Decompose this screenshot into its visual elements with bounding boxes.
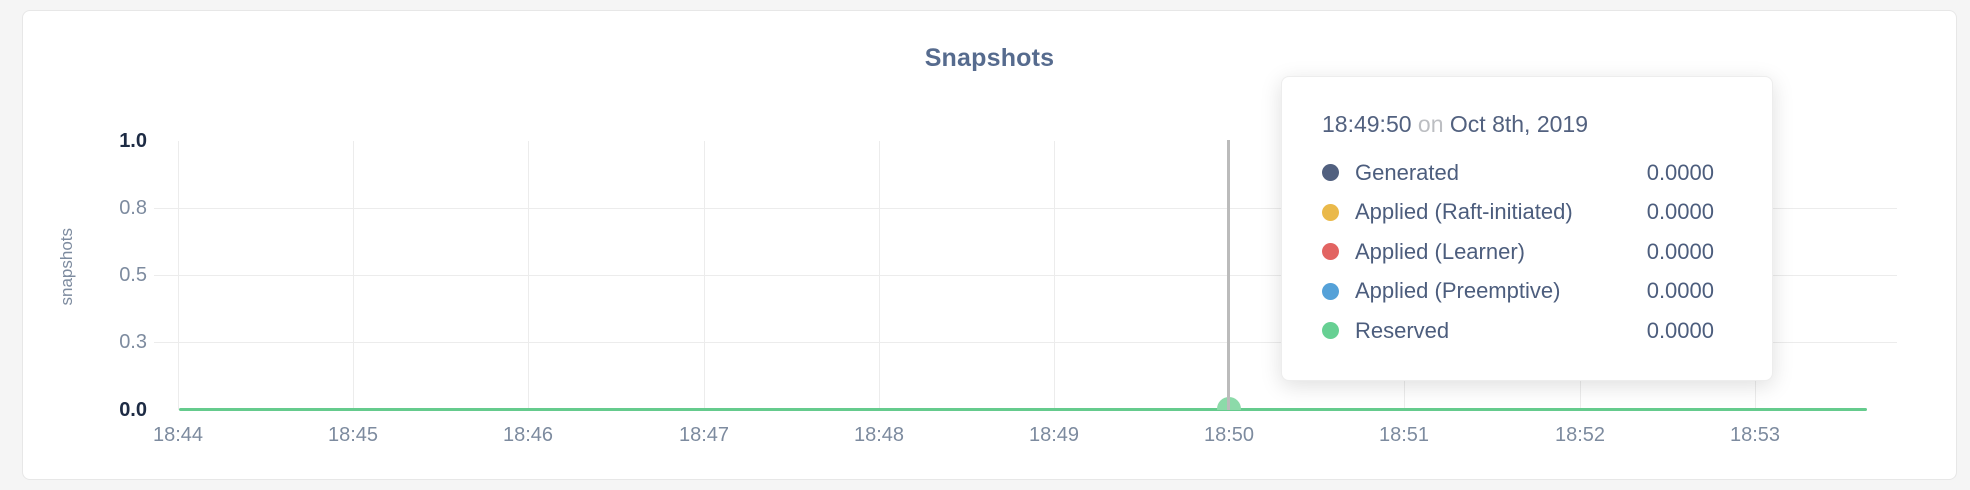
x-tick-label: 18:47 [678, 424, 730, 446]
series-color-dot [1322, 243, 1339, 261]
tooltip-row-applied-learner: Applied (Learner) 0.0000 [1322, 232, 1714, 272]
horizontal-gridline [154, 342, 1897, 343]
series-value: 0.0000 [1646, 278, 1714, 304]
horizontal-gridline [154, 275, 1897, 276]
series-value: 0.0000 [1646, 238, 1714, 264]
series-line-reserved [179, 408, 1867, 411]
x-tick-label: 18:44 [152, 424, 204, 446]
series-label: Applied (Learner) [1355, 238, 1525, 264]
series-value: 0.0000 [1646, 199, 1714, 225]
series-label: Generated [1355, 159, 1459, 185]
y-axis-label: snapshots [57, 228, 76, 306]
y-tick-label: 0.5 [119, 264, 147, 286]
chart-tooltip: 18:49:50 on Oct 8th, 2019 Generated 0.00… [1281, 76, 1773, 381]
x-tick-label: 18:51 [1378, 424, 1430, 446]
x-tick-label: 18:46 [502, 424, 554, 446]
series-value: 0.0000 [1646, 317, 1714, 343]
tooltip-row-applied-raft: Applied (Raft-initiated) 0.0000 [1322, 193, 1714, 233]
series-color-dot [1322, 164, 1339, 182]
chart-title: Snapshots [924, 44, 1055, 72]
x-tick-label: 18:50 [1203, 424, 1255, 446]
y-tick-label: 0.3 [119, 331, 147, 353]
tooltip-row-generated: Generated 0.0000 [1322, 153, 1714, 193]
y-tick-label: 0.8 [119, 197, 147, 219]
tooltip-row-reserved: Reserved 0.0000 [1322, 311, 1714, 351]
tooltip-timestamp: 18:49:50 on Oct 8th, 2019 [1322, 109, 1714, 139]
series-value: 0.0000 [1646, 159, 1714, 185]
y-tick-label: 1.0 [119, 130, 147, 152]
y-tick-label: 0.0 [119, 399, 147, 421]
series-label: Applied (Preemptive) [1355, 278, 1561, 304]
x-tick-label: 18:53 [1729, 424, 1781, 446]
snapshots-chart-card: Snapshots 1.0 0.8 0.5 0.3 0.0 18:44 18:4… [22, 10, 1957, 480]
x-tick-label: 18:49 [1028, 424, 1080, 446]
tooltip-time: 18:49:50 [1322, 111, 1412, 137]
tooltip-row-applied-preemptive: Applied (Preemptive) 0.0000 [1322, 272, 1714, 312]
series-label: Reserved [1355, 317, 1450, 343]
series-color-dot [1322, 203, 1339, 221]
crosshair-line [1227, 140, 1230, 410]
series-label: Applied (Raft-initiated) [1355, 199, 1573, 225]
tooltip-on-word: on [1417, 111, 1444, 137]
tooltip-date: Oct 8th, 2019 [1449, 111, 1588, 137]
x-tick-label: 18:45 [327, 424, 379, 446]
horizontal-gridline [154, 208, 1897, 209]
x-tick-label: 18:48 [853, 424, 905, 446]
series-color-dot [1322, 322, 1339, 340]
series-color-dot [1322, 282, 1339, 300]
x-tick-label: 18:52 [1554, 424, 1606, 446]
